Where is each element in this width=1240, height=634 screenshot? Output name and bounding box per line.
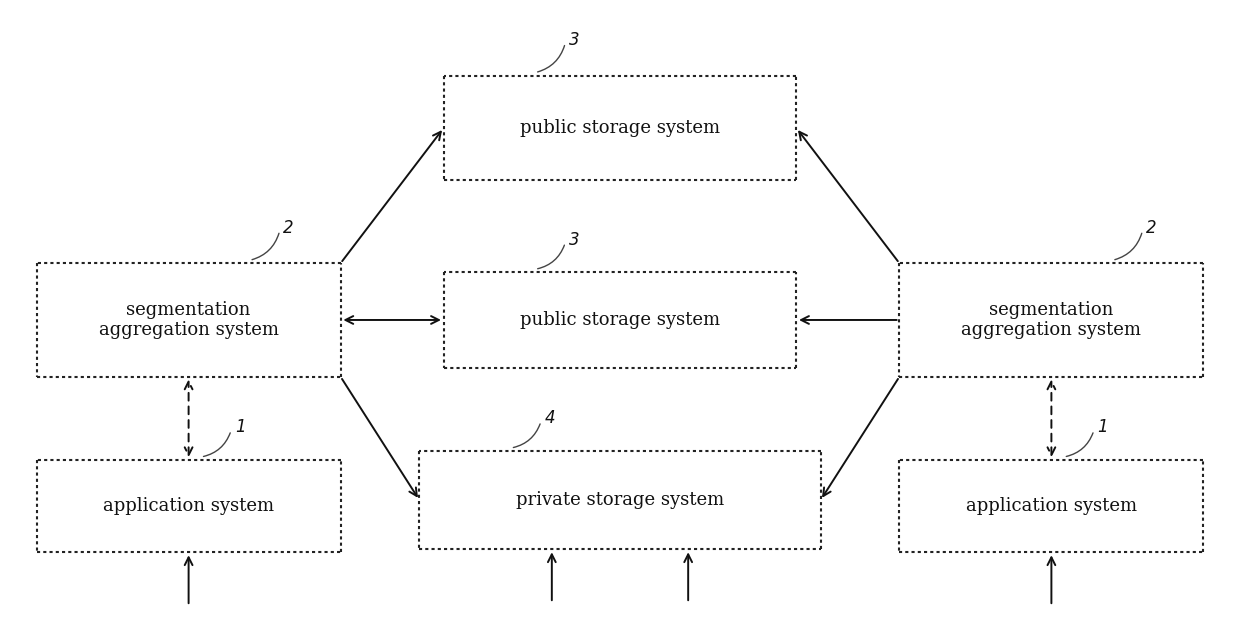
Text: 1: 1: [234, 418, 246, 436]
Text: 2: 2: [284, 219, 294, 236]
Text: public storage system: public storage system: [520, 119, 720, 137]
Text: application system: application system: [103, 497, 274, 515]
Bar: [419, 451, 821, 550]
Text: 3: 3: [569, 31, 579, 49]
Bar: [37, 460, 341, 552]
Text: segmentation
aggregation system: segmentation aggregation system: [99, 301, 279, 339]
Bar: [37, 263, 341, 377]
Bar: [899, 460, 1203, 552]
Text: 4: 4: [544, 410, 556, 427]
Text: public storage system: public storage system: [520, 311, 720, 329]
Text: 2: 2: [1146, 219, 1157, 236]
Text: private storage system: private storage system: [516, 491, 724, 509]
Bar: [899, 263, 1203, 377]
Bar: [444, 75, 796, 180]
Text: segmentation
aggregation system: segmentation aggregation system: [961, 301, 1141, 339]
Text: 3: 3: [569, 231, 579, 249]
Text: 1: 1: [1097, 418, 1109, 436]
Text: application system: application system: [966, 497, 1137, 515]
Bar: [444, 273, 796, 368]
